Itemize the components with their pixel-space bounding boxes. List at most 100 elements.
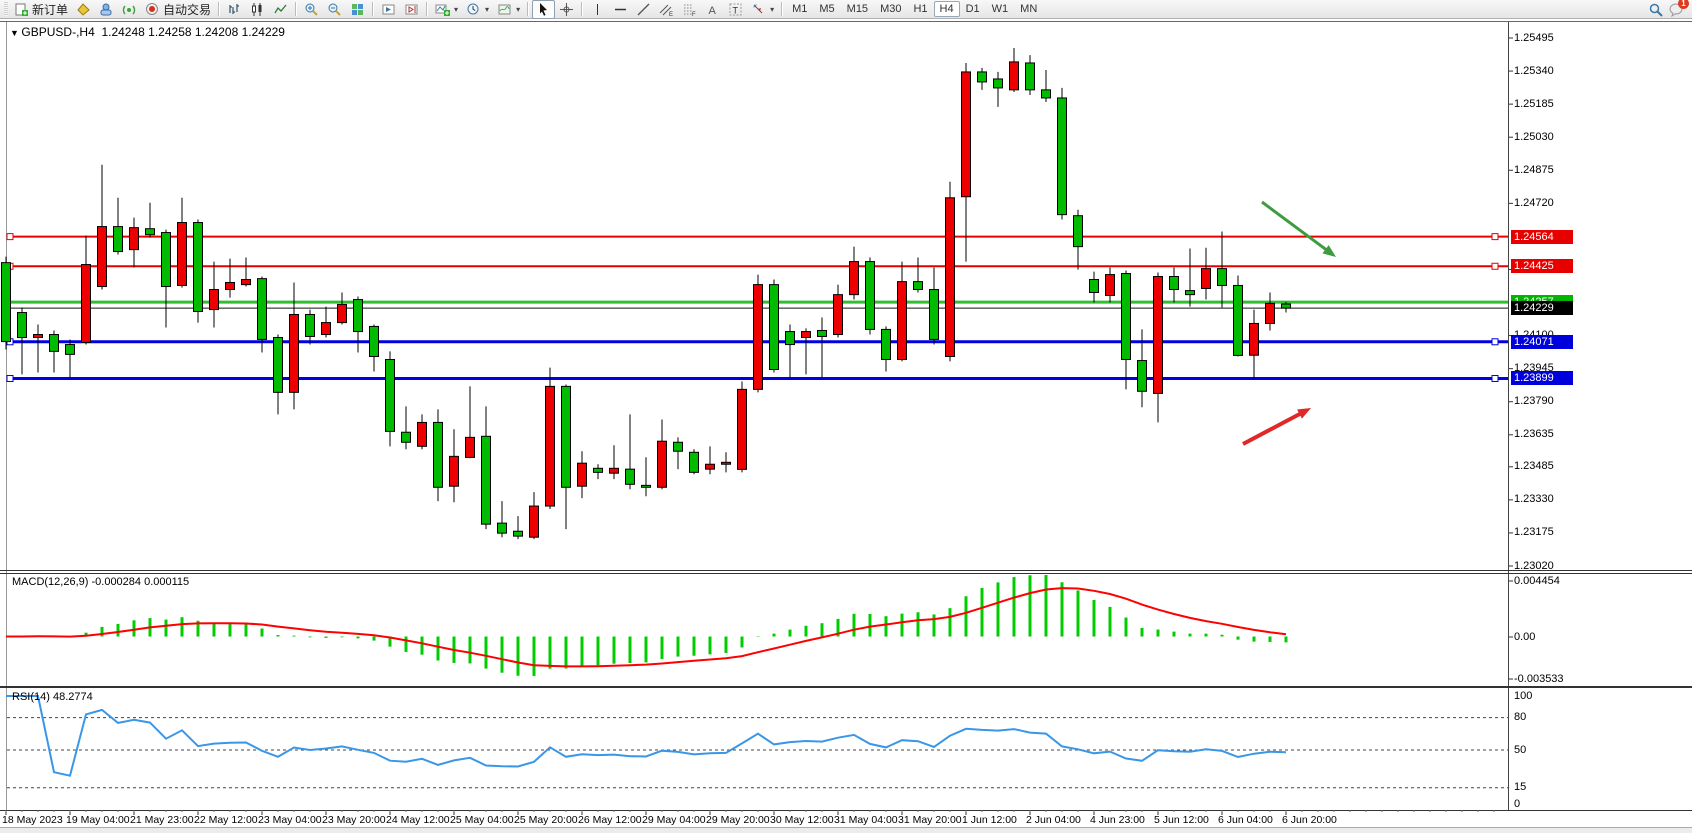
price-tick-label: 1.25340 [1514,64,1554,77]
autotrading-icon [145,2,160,17]
red-up-arrow[interactable] [1242,409,1305,446]
candle-body [33,334,43,339]
green-down-arrow-head[interactable] [1322,245,1336,257]
candle-body [913,281,923,291]
candle-body [337,303,347,324]
timeframe-button-mn[interactable]: MN [1020,3,1038,15]
macd-label-row: MACD(12,26,9) -0.000284 0.000115 [12,576,189,588]
candle-body [97,226,107,288]
zoom-in-button[interactable] [300,1,323,18]
periods-clock-icon [466,2,481,17]
green-down-arrow[interactable] [1261,200,1331,254]
timeframe-button-h4[interactable]: H4 [933,1,960,17]
timeframe-button-m30[interactable]: M30 [880,3,902,15]
hline-handle[interactable] [6,233,14,241]
candle-body [65,344,75,355]
candle-body [897,281,907,360]
bar-chart-icon [227,2,242,17]
new-order-button[interactable]: 新订单 [10,1,72,18]
timeframe-button-m1[interactable]: M1 [792,3,808,15]
candle-body [433,421,443,488]
time-tick-label: 30 May 12:00 [770,814,834,826]
periods-button[interactable]: ▾ [462,1,493,18]
search-icon[interactable] [1648,2,1663,17]
zoom-out-icon [327,2,342,17]
cursor-tool-button[interactable] [532,0,556,19]
candle-body [1217,268,1227,286]
hline-tool-button[interactable] [609,1,632,18]
autotrading-button[interactable]: 自动交易 [141,1,215,18]
channel-tool-button[interactable]: E [655,1,678,18]
market-watch-button[interactable] [72,1,95,18]
indicators-button[interactable]: ▾ [431,1,462,18]
time-tick-label: 22 May 12:00 [194,814,258,826]
time-tick-label: 1 Jun 12:00 [962,814,1017,826]
time-tick-label: 6 Jun 04:00 [1218,814,1273,826]
new-order-label: 新订单 [32,2,69,17]
candle-body [641,484,651,488]
auto-scroll-button[interactable] [377,1,400,18]
crosshair-tool-button[interactable] [555,1,578,18]
timeframe-button-m5[interactable]: M5 [819,3,835,15]
candle-body [657,440,667,488]
candle-body [753,284,763,390]
chart-shift-button[interactable] [400,1,423,18]
candlestick-chart-button[interactable] [246,1,269,18]
toolbar: 新订单 自动交易 ▾ ▾ ▾ E F A T ▾ [0,0,1692,19]
bar-chart-button[interactable] [223,1,246,18]
time-tick-label: 24 May 12:00 [386,814,450,826]
timeframe-button-m15[interactable]: M15 [846,3,869,15]
price-line-badge: 1.24071 [1511,334,1573,349]
fibonacci-tool-button[interactable]: F [678,1,701,18]
new-order-icon [14,2,29,17]
rsi-axis-label: 0 [1514,797,1521,810]
price-line-badge: 1.23899 [1511,371,1573,386]
red-up-arrow-head[interactable] [1297,408,1311,419]
line-chart-button[interactable] [269,1,292,18]
label-tool-button[interactable]: T [724,1,747,18]
hline-handle[interactable] [6,374,14,382]
hline-handle[interactable] [1491,262,1499,270]
price-tick-label: 1.24720 [1514,196,1554,209]
rsi-value: 48.2774 [52,691,93,703]
tile-windows-button[interactable] [346,1,369,18]
candle-body [545,385,555,507]
arrows-tool-button[interactable]: ▾ [747,1,778,18]
candle-body [401,431,411,443]
hline-handle[interactable] [1491,338,1499,346]
candle-body [417,421,427,447]
navigator-button[interactable] [95,1,118,18]
templates-icon [497,2,512,17]
svg-text:E: E [669,12,673,17]
candle-body [705,463,715,470]
hline-handle[interactable] [1491,374,1499,382]
svg-text:A: A [709,5,717,17]
timeframe-button-d1[interactable]: D1 [965,3,980,15]
candle-body [529,505,539,538]
price-tick-label: 1.25185 [1514,97,1554,110]
notifications-icon[interactable]: 1 [1669,0,1689,17]
time-tick-label: 31 May 04:00 [834,814,898,826]
vline-tool-button[interactable] [586,1,609,18]
templates-button[interactable]: ▾ [493,1,524,18]
candle-body [161,232,171,288]
timeframe-button-w1[interactable]: W1 [991,3,1009,15]
timeframe-button-h1[interactable]: H1 [913,3,928,15]
trendline-icon [636,2,651,17]
symbol-title: GBPUSD-,H4 [21,25,95,39]
candle-body [833,294,843,336]
trendline-tool-button[interactable] [632,1,655,18]
text-tool-button[interactable]: A [701,1,724,18]
candle-body [1233,284,1243,356]
terminal-button[interactable] [118,1,141,18]
symbol-dropdown-icon[interactable]: ▼ [10,28,22,38]
candlestick-chart-icon [250,2,265,17]
cursor-icon [536,2,551,17]
timeframe-group: M1 M5 M15 M30 H1 H4 D1 W1 MN [786,1,1043,17]
candle-body [1281,303,1291,309]
zoom-out-button[interactable] [323,1,346,18]
candle-body [865,261,875,330]
time-tick-label: 26 May 12:00 [578,814,642,826]
hline-handle[interactable] [1491,233,1499,241]
